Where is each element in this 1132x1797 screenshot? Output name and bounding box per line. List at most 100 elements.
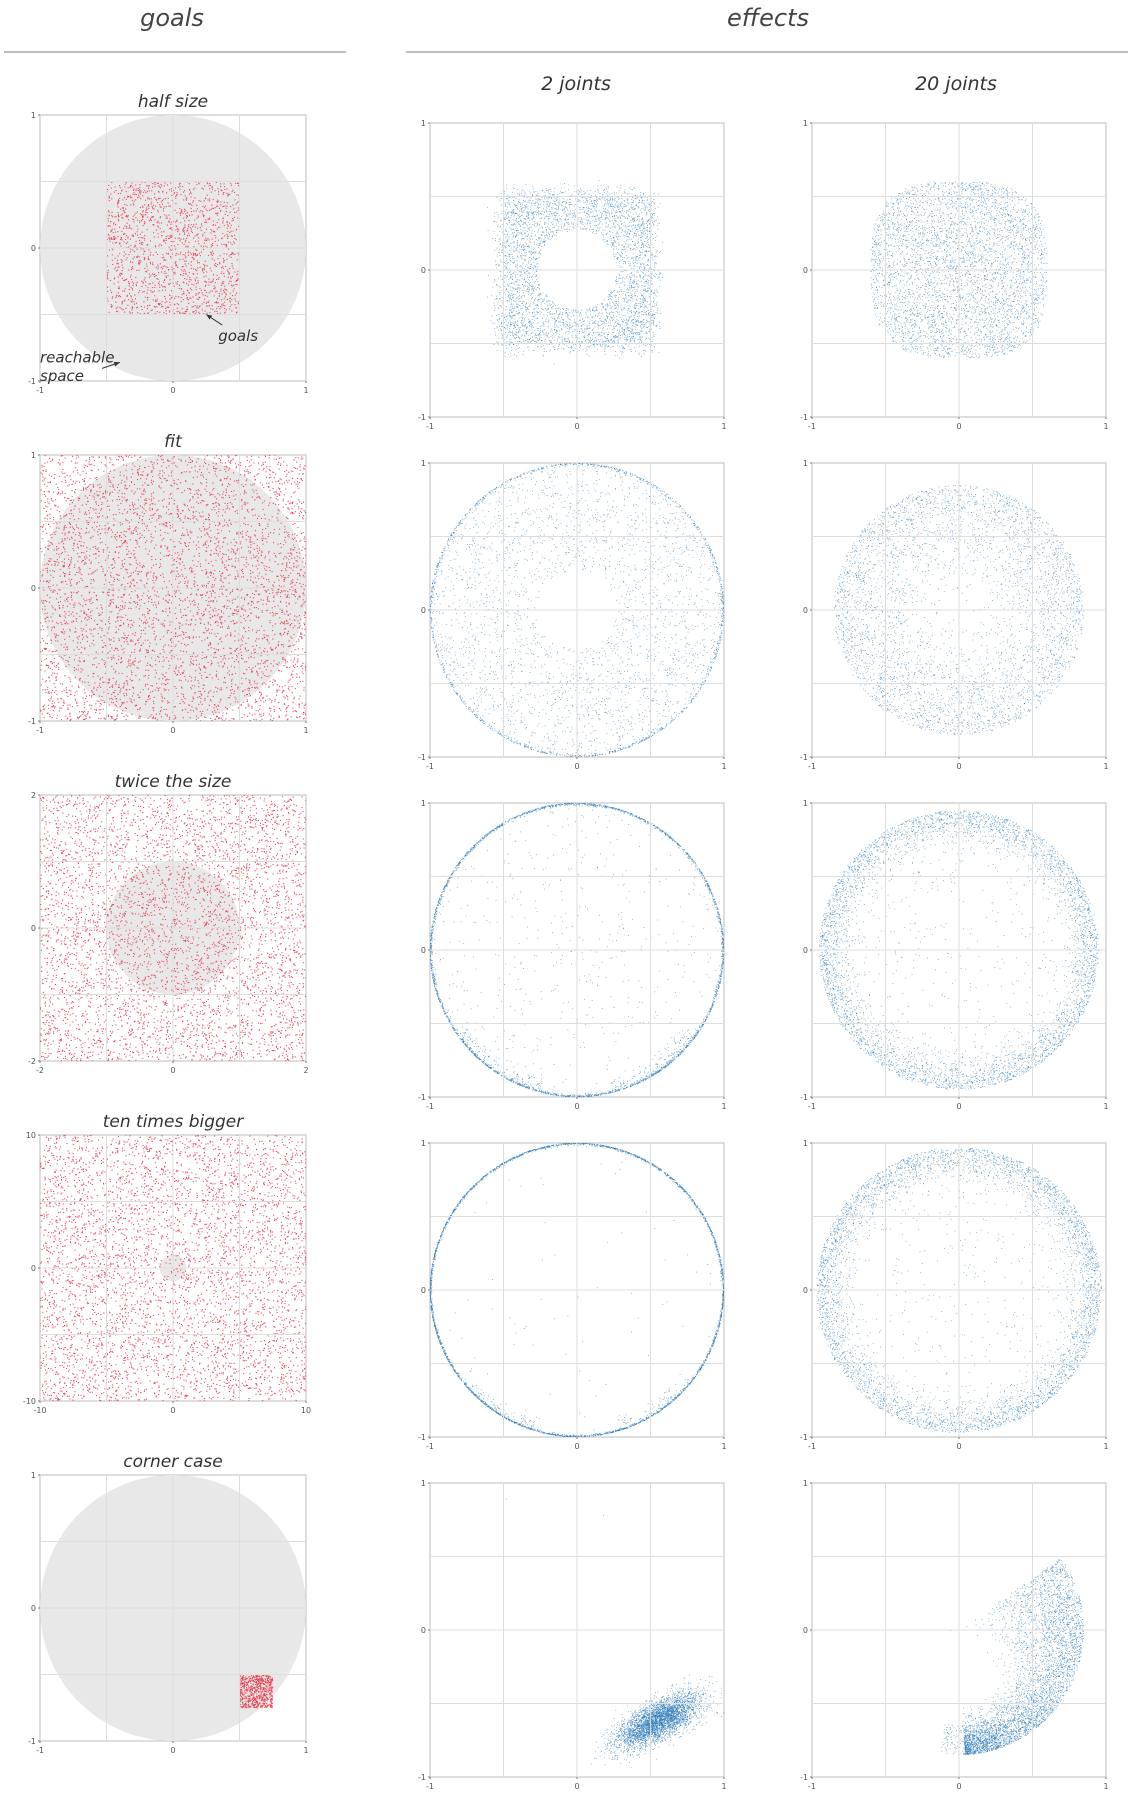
scatter-point (641, 224, 642, 225)
scatter-point (649, 247, 650, 248)
scatter-point (578, 199, 579, 200)
scatter-point (623, 346, 624, 347)
scatter-point (642, 304, 643, 305)
scatter-point (529, 273, 530, 274)
scatter-point (108, 210, 109, 211)
scatter-point (608, 322, 609, 323)
scatter-point (609, 216, 610, 217)
scatter-point (575, 322, 576, 323)
scatter-point (180, 252, 181, 253)
scatter-point (645, 238, 646, 239)
scatter-point (537, 206, 538, 207)
scatter-point (210, 308, 211, 309)
scatter-point (188, 250, 189, 251)
scatter-point (660, 313, 661, 314)
scatter-point (198, 299, 199, 300)
scatter-point (583, 321, 584, 322)
scatter-point (131, 296, 132, 297)
scatter-point (505, 334, 506, 335)
scatter-point (544, 218, 545, 219)
scatter-point (627, 306, 628, 307)
scatter-point (642, 243, 643, 244)
scatter-point (556, 198, 557, 199)
scatter-point (154, 182, 155, 183)
scatter-point (583, 200, 584, 201)
scatter-point (639, 200, 640, 201)
scatter-point (195, 241, 196, 242)
scatter-point (532, 224, 533, 225)
scatter-point (545, 237, 546, 238)
scatter-point (145, 285, 146, 286)
scatter-point (632, 338, 633, 339)
scatter-point (186, 217, 187, 218)
scatter-point (648, 251, 649, 252)
scatter-point (162, 306, 163, 307)
scatter-point (629, 318, 630, 319)
scatter-point (497, 320, 498, 321)
scatter-point (197, 260, 198, 261)
scatter-point (557, 340, 558, 341)
scatter-point (626, 298, 627, 299)
scatter-point (171, 297, 172, 298)
scatter-point (652, 220, 653, 221)
scatter-point (202, 309, 203, 310)
scatter-point (537, 328, 538, 329)
scatter-point (625, 249, 626, 250)
scatter-point (524, 207, 525, 208)
scatter-point (117, 270, 118, 271)
scatter-point (527, 288, 528, 289)
scatter-point (535, 305, 536, 306)
scatter-point (634, 220, 635, 221)
scatter-point (524, 233, 525, 234)
scatter-point (534, 300, 535, 301)
scatter-point (132, 268, 133, 269)
scatter-point (205, 290, 206, 291)
scatter-point (160, 217, 161, 218)
scatter-point (584, 329, 585, 330)
scatter-point (146, 263, 147, 264)
scatter-point (645, 281, 646, 282)
scatter-point (204, 207, 205, 208)
scatter-point (567, 322, 568, 323)
scatter-point (189, 292, 190, 293)
scatter-point (506, 345, 507, 346)
scatter-point (530, 260, 531, 261)
scatter-point (616, 206, 617, 207)
scatter-point (129, 293, 130, 294)
scatter-point (642, 336, 643, 337)
scatter-point (531, 258, 532, 259)
scatter-point (129, 289, 130, 290)
scatter-point (592, 316, 593, 317)
scatter-point (580, 346, 581, 347)
scatter-point (516, 313, 517, 314)
scatter-point (543, 332, 544, 333)
scatter-point (619, 274, 620, 275)
scatter-point (541, 234, 542, 235)
scatter-point (110, 280, 111, 281)
scatter-point (617, 237, 618, 238)
scatter-point (164, 259, 165, 260)
scatter-point (129, 227, 130, 228)
scatter-point (532, 326, 533, 327)
scatter-point (630, 279, 631, 280)
scatter-point (210, 229, 211, 230)
scatter-point (224, 189, 225, 190)
scatter-point (189, 277, 190, 278)
scatter-point (527, 231, 528, 232)
scatter-point (216, 182, 217, 183)
scatter-point (123, 280, 124, 281)
scatter-point (622, 198, 623, 199)
scatter-point (645, 286, 646, 287)
scatter-point (606, 345, 607, 346)
scatter-point (628, 246, 629, 247)
scatter-point (518, 285, 519, 286)
scatter-point (143, 214, 144, 215)
scatter-point (174, 192, 175, 193)
scatter-point (528, 322, 529, 323)
scatter-point (622, 351, 623, 352)
scatter-point (622, 229, 623, 230)
scatter-point (534, 282, 535, 283)
scatter-point (108, 270, 109, 271)
scatter-point (646, 256, 647, 257)
scatter-point (523, 224, 524, 225)
